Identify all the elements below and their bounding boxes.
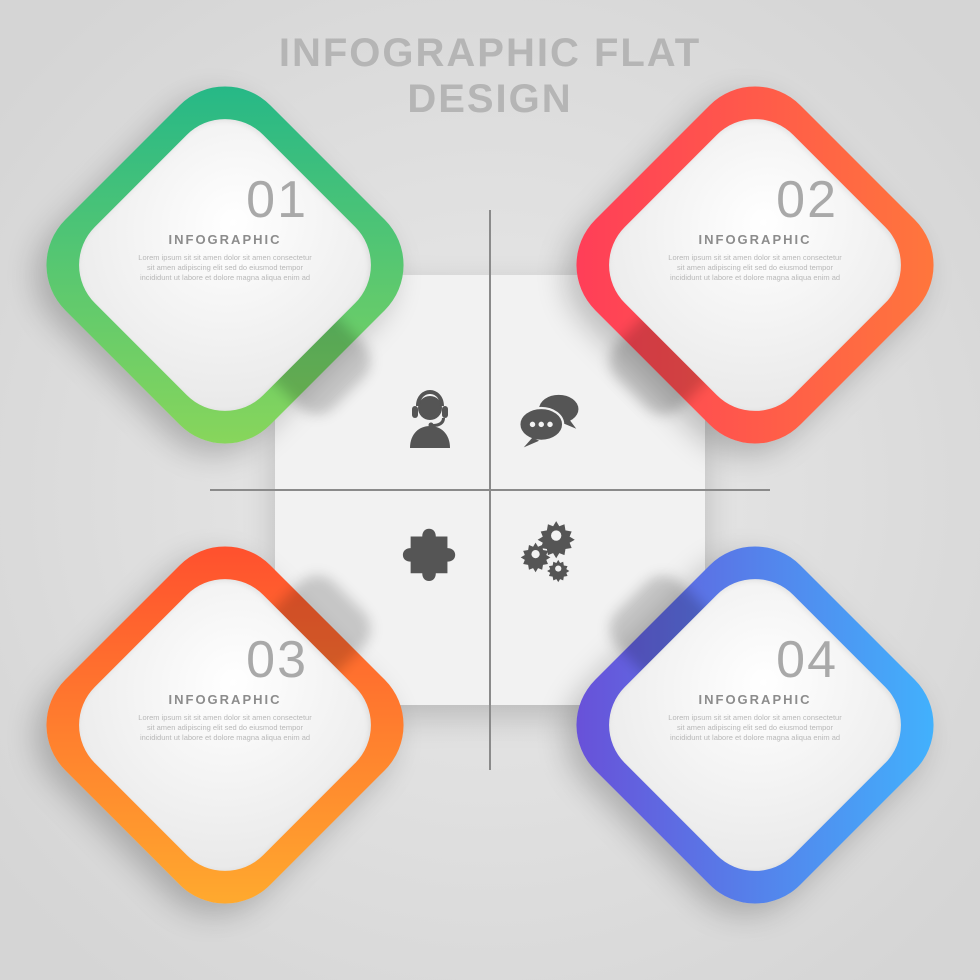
gears-icon (510, 510, 590, 590)
puzzle-piece-icon (390, 510, 470, 590)
tile-1: 01 INFOGRAPHIC Lorem ipsum sit sit amen do… (80, 120, 370, 410)
tile-number: 04 (776, 634, 838, 686)
tile-label: INFOGRAPHIC (169, 692, 282, 707)
tile-label: INFOGRAPHIC (699, 232, 812, 247)
tile-body: Lorem ipsum sit sit amen dolor sit amen … (660, 253, 850, 282)
headset-person-icon (390, 380, 470, 460)
tile-body: Lorem ipsum sit sit amen dolor sit amen … (130, 713, 320, 742)
tile-number: 03 (246, 634, 308, 686)
tile-content: 03 INFOGRAPHIC Lorem ipsum sit sit amen do… (130, 630, 320, 820)
tile-content: 04 INFOGRAPHIC Lorem ipsum sit sit amen do… (660, 630, 850, 820)
tile-label: INFOGRAPHIC (699, 692, 812, 707)
page-title: INFOGRAPHIC FLAT DESIGN (0, 30, 980, 122)
title-line-2: DESIGN (0, 76, 980, 122)
title-line-1: INFOGRAPHIC FLAT (0, 30, 980, 76)
tile-body: Lorem ipsum sit sit amen dolor sit amen … (130, 253, 320, 282)
tile-number: 02 (776, 174, 838, 226)
tile-4: 04 INFOGRAPHIC Lorem ipsum sit sit amen do… (610, 580, 900, 870)
tile-label: INFOGRAPHIC (169, 232, 282, 247)
tile-2: 02 INFOGRAPHIC Lorem ipsum sit sit amen do… (610, 120, 900, 410)
tile-number: 01 (246, 174, 308, 226)
tile-3: 03 INFOGRAPHIC Lorem ipsum sit sit amen do… (80, 580, 370, 870)
tile-body: Lorem ipsum sit sit amen dolor sit amen … (660, 713, 850, 742)
chat-bubbles-icon (510, 380, 590, 460)
tile-content: 01 INFOGRAPHIC Lorem ipsum sit sit amen do… (130, 170, 320, 360)
divider-horizontal (210, 489, 770, 491)
tile-content: 02 INFOGRAPHIC Lorem ipsum sit sit amen do… (660, 170, 850, 360)
